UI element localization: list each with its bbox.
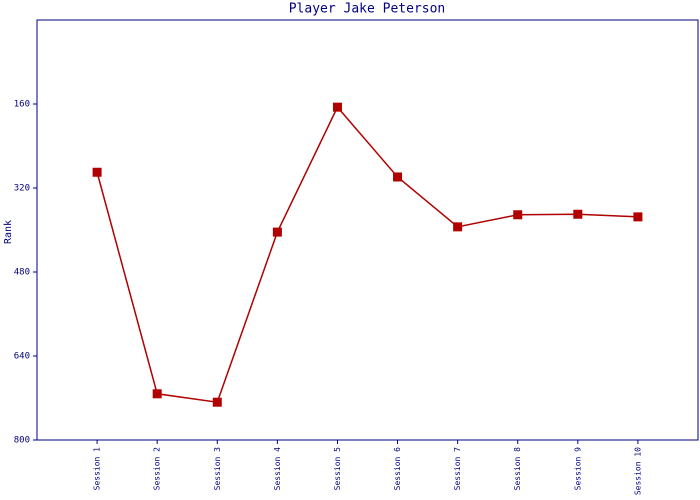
series-line <box>96 105 638 404</box>
x-tick-label: Session 7 <box>453 447 462 491</box>
x-tick-label: Session 6 <box>393 447 402 491</box>
marker <box>272 227 282 237</box>
y-tick-label: 800 <box>14 436 30 446</box>
x-tick-label: Session 8 <box>513 447 522 491</box>
marker <box>453 222 463 232</box>
marker <box>152 389 162 399</box>
plot-frame <box>36 19 699 441</box>
x-tick-label: Session 5 <box>333 447 342 491</box>
marker <box>92 167 102 177</box>
x-tick-label: Session 2 <box>153 447 162 491</box>
marker <box>633 212 643 222</box>
y-tick-label: 160 <box>14 100 30 110</box>
marker <box>573 209 583 219</box>
marker <box>332 102 342 112</box>
y-tick-label: 480 <box>14 268 30 278</box>
y-tick-label: 640 <box>14 352 30 362</box>
y-tick-label: 320 <box>14 184 30 194</box>
x-tick-label: Session 9 <box>573 447 582 491</box>
x-tick-label: Session 10 <box>633 447 642 495</box>
chart-title: Player Jake Peterson <box>289 2 446 17</box>
marker <box>513 210 523 220</box>
x-tick-label: Session 1 <box>93 447 102 491</box>
y-axis-label: Rank <box>3 220 14 244</box>
x-tick-label: Session 3 <box>213 447 222 491</box>
marker <box>212 397 222 407</box>
x-tick-label: Session 4 <box>273 447 282 491</box>
marker <box>393 172 403 182</box>
